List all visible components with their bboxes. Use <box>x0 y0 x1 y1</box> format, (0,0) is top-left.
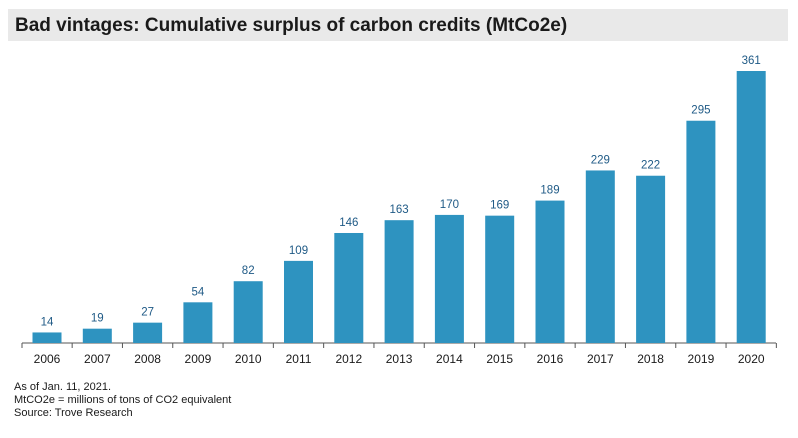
bar <box>133 322 163 343</box>
bar-chart: 14 2006 19 2007 27 2008 54 2009 82 2010 109 2011 146… <box>21 55 777 366</box>
title-bar: Bad vintages: Cumulative surplus of carb… <box>8 9 788 41</box>
note-source: Source: Trove Research <box>14 407 133 419</box>
x-tick-label: 2010 <box>235 352 262 366</box>
data-label: 295 <box>691 105 710 117</box>
data-label: 27 <box>141 307 154 319</box>
x-tick-label: 2006 <box>34 352 61 366</box>
bar <box>32 332 62 343</box>
data-label: 14 <box>41 316 54 328</box>
x-tick-label: 2018 <box>637 352 664 366</box>
bar <box>334 232 364 343</box>
data-label: 146 <box>339 217 358 229</box>
x-tick-label: 2007 <box>84 352 111 366</box>
x-tick-label: 2014 <box>436 352 463 366</box>
bar <box>82 328 112 343</box>
data-label: 169 <box>490 200 509 212</box>
note-date: As of Jan. 11, 2021. <box>14 381 112 393</box>
bar <box>736 71 766 343</box>
bar <box>183 302 213 343</box>
x-tick-label: 2011 <box>286 352 312 366</box>
x-tick-label: 2019 <box>688 352 715 366</box>
bar <box>233 281 263 343</box>
bar <box>485 215 515 343</box>
bar <box>384 220 414 343</box>
data-label: 19 <box>91 313 104 325</box>
data-label: 109 <box>289 245 308 257</box>
bar <box>686 120 716 343</box>
data-label: 229 <box>591 154 610 166</box>
bar <box>284 260 313 343</box>
data-label: 189 <box>540 185 559 197</box>
x-tick-label: 2015 <box>486 352 513 366</box>
x-tick-label: 2012 <box>335 352 362 366</box>
x-tick-label: 2017 <box>587 352 614 366</box>
x-tick-label: 2008 <box>134 352 161 366</box>
bar <box>434 214 464 343</box>
x-tick-label: 2009 <box>185 352 212 366</box>
plot-area: 14 2006 19 2007 27 2008 54 2009 82 2010 109 2011 146… <box>8 41 788 371</box>
note-units: MtCO2e = millions of tons of CO2 equival… <box>14 394 232 406</box>
data-label: 222 <box>641 160 660 172</box>
x-tick-label: 2013 <box>386 352 413 366</box>
bar <box>636 175 666 343</box>
chart-notes: As of Jan. 11, 2021. MtCO2e = millions o… <box>14 381 231 420</box>
data-label: 170 <box>440 199 459 211</box>
chart-title: Bad vintages: Cumulative surplus of carb… <box>15 15 568 36</box>
bar <box>585 170 615 343</box>
data-label: 54 <box>192 286 205 298</box>
bar <box>535 200 565 343</box>
data-label: 361 <box>742 55 761 67</box>
x-tick-label: 2020 <box>738 352 765 366</box>
data-label: 163 <box>390 204 409 216</box>
x-tick-label: 2016 <box>537 352 564 366</box>
data-label: 82 <box>242 265 255 277</box>
